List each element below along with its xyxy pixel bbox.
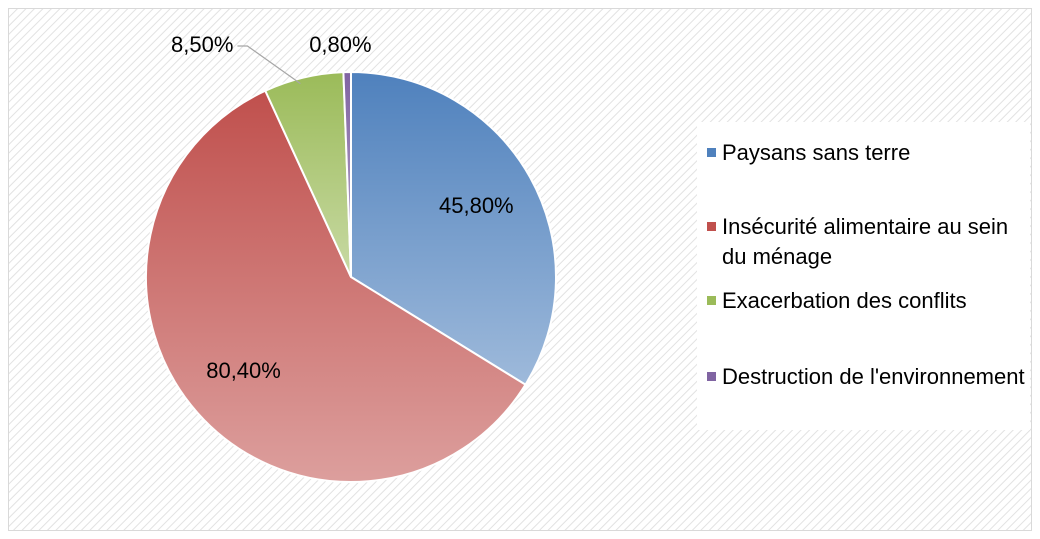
legend-swatch — [707, 148, 716, 157]
legend-swatch — [707, 296, 716, 305]
legend-entry: Paysans sans terre — [707, 138, 1027, 168]
slice-shade — [343, 72, 351, 277]
leader-line — [237, 45, 301, 85]
data-label: 8,50% — [171, 32, 233, 57]
slice-shade — [265, 72, 351, 277]
legend-label: Insécurité alimentaire au sein du ménage — [722, 214, 1009, 269]
legend-label: Paysans sans terre — [722, 140, 911, 165]
legend-entry: Destruction de l'environnement — [707, 362, 1027, 392]
data-label: 80,40% — [206, 358, 281, 383]
data-label: 0,80% — [309, 32, 371, 57]
slice-shade — [351, 72, 556, 385]
pie — [145, 70, 557, 483]
legend-label: Destruction de l'environnement — [722, 364, 1025, 389]
data-label: 45,80% — [439, 193, 514, 218]
legend-entry: Exacerbation des conflits — [707, 286, 1027, 316]
legend: Paysans sans terre Insécurité alimentaire… — [697, 122, 1030, 430]
legend-swatch — [707, 222, 716, 231]
legend-label: Exacerbation des conflits — [722, 288, 967, 313]
slice-shade — [145, 90, 526, 482]
legend-swatch — [707, 372, 716, 381]
legend-entry: Insécurité alimentaire au sein du ménage — [707, 212, 1027, 272]
